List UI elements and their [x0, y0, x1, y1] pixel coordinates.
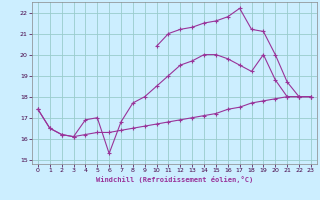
X-axis label: Windchill (Refroidissement éolien,°C): Windchill (Refroidissement éolien,°C) — [96, 176, 253, 183]
